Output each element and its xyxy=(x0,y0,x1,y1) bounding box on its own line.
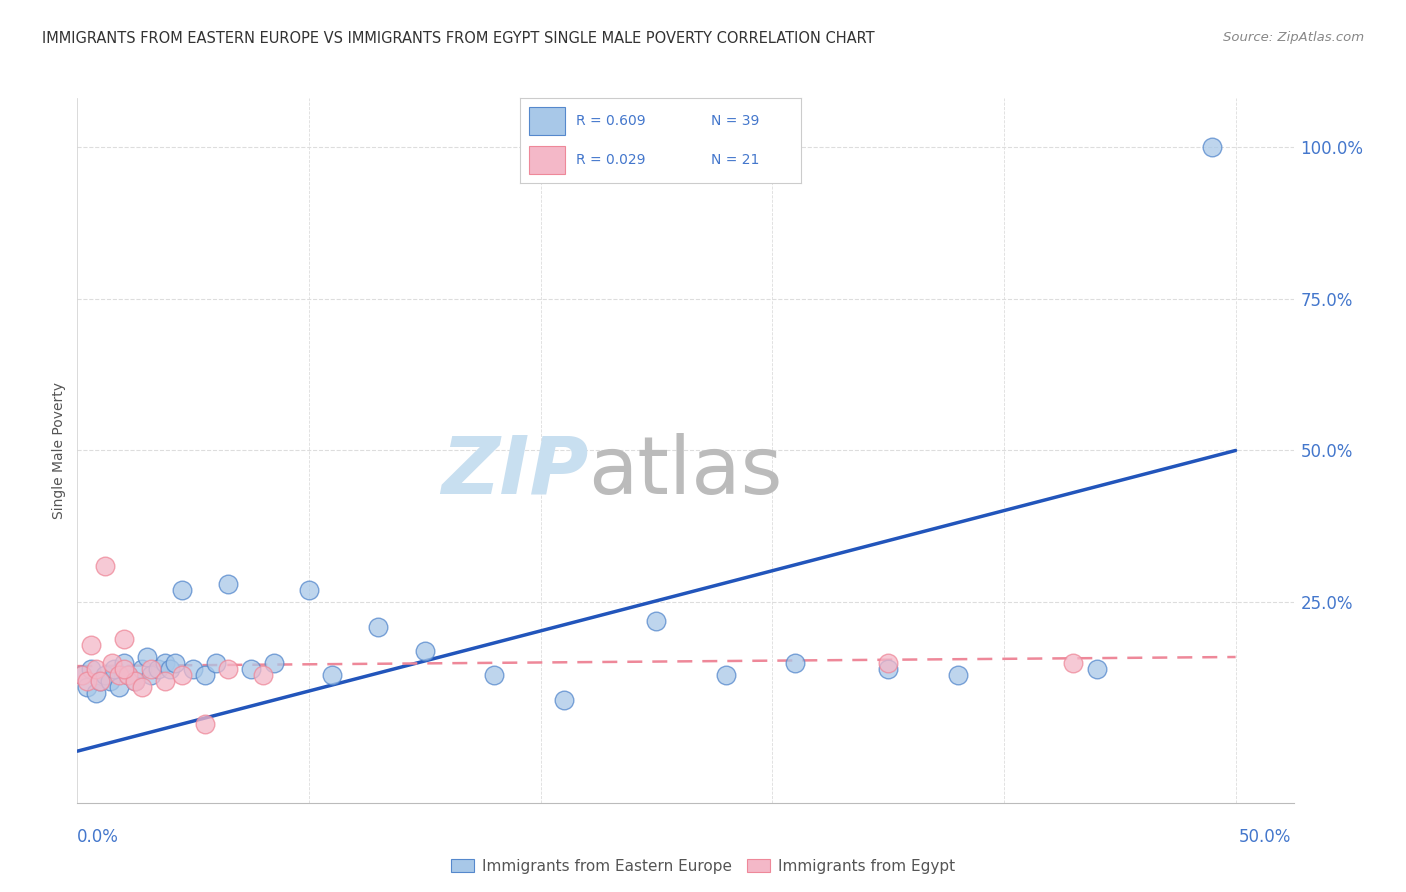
Point xyxy=(101,656,124,670)
Point xyxy=(124,674,146,689)
Point xyxy=(159,662,181,676)
Point xyxy=(217,662,239,676)
Point xyxy=(413,644,436,658)
Point xyxy=(877,656,900,670)
Point xyxy=(155,674,177,689)
Point xyxy=(946,668,969,682)
Point xyxy=(321,668,343,682)
Point xyxy=(135,650,157,665)
Point xyxy=(108,668,131,682)
Point xyxy=(141,662,163,676)
Point xyxy=(194,716,217,731)
Text: 0.0%: 0.0% xyxy=(77,828,120,846)
Point xyxy=(205,656,228,670)
Text: Source: ZipAtlas.com: Source: ZipAtlas.com xyxy=(1223,31,1364,45)
Point xyxy=(1201,139,1223,153)
Point xyxy=(877,662,900,676)
Point xyxy=(94,668,117,682)
Point xyxy=(484,668,506,682)
Point xyxy=(141,668,163,682)
Point xyxy=(645,614,668,628)
Point xyxy=(70,668,93,682)
Point xyxy=(298,583,321,598)
Text: ZIP: ZIP xyxy=(440,433,588,510)
Text: R = 0.609: R = 0.609 xyxy=(576,114,647,128)
Point xyxy=(1062,656,1084,670)
Point xyxy=(117,668,139,682)
Point xyxy=(131,662,153,676)
Point xyxy=(170,583,193,598)
Text: N = 39: N = 39 xyxy=(711,114,759,128)
Point xyxy=(80,662,103,676)
Point xyxy=(117,668,139,682)
Point xyxy=(553,692,575,706)
Point xyxy=(89,674,111,689)
FancyBboxPatch shape xyxy=(529,107,565,136)
Point xyxy=(155,656,177,670)
Point xyxy=(112,662,135,676)
Text: R = 0.029: R = 0.029 xyxy=(576,153,645,167)
Point xyxy=(367,620,389,634)
Point xyxy=(94,558,117,573)
Point xyxy=(263,656,285,670)
Point xyxy=(84,686,107,700)
Point xyxy=(163,656,186,670)
Text: N = 21: N = 21 xyxy=(711,153,759,167)
Point xyxy=(785,656,807,670)
Point xyxy=(252,668,274,682)
Point xyxy=(76,674,98,689)
Text: atlas: atlas xyxy=(588,433,783,510)
Legend: Immigrants from Eastern Europe, Immigrants from Egypt: Immigrants from Eastern Europe, Immigran… xyxy=(446,853,960,880)
Point xyxy=(112,656,135,670)
Point xyxy=(70,668,93,682)
Point xyxy=(124,674,146,689)
Point xyxy=(89,674,111,689)
Point xyxy=(148,662,170,676)
Point xyxy=(194,668,217,682)
Point xyxy=(714,668,737,682)
Point xyxy=(181,662,204,676)
Point xyxy=(1085,662,1108,676)
Point xyxy=(103,662,125,676)
Point xyxy=(240,662,263,676)
Y-axis label: Single Male Poverty: Single Male Poverty xyxy=(52,382,66,519)
Point xyxy=(170,668,193,682)
FancyBboxPatch shape xyxy=(529,145,565,175)
Point xyxy=(98,674,121,689)
Point xyxy=(112,632,135,646)
Point xyxy=(217,577,239,591)
Text: IMMIGRANTS FROM EASTERN EUROPE VS IMMIGRANTS FROM EGYPT SINGLE MALE POVERTY CORR: IMMIGRANTS FROM EASTERN EUROPE VS IMMIGR… xyxy=(42,31,875,46)
Text: 50.0%: 50.0% xyxy=(1239,828,1291,846)
Point xyxy=(84,662,107,676)
Point xyxy=(80,638,103,652)
Point xyxy=(131,681,153,695)
Point xyxy=(108,681,131,695)
Point xyxy=(76,681,98,695)
